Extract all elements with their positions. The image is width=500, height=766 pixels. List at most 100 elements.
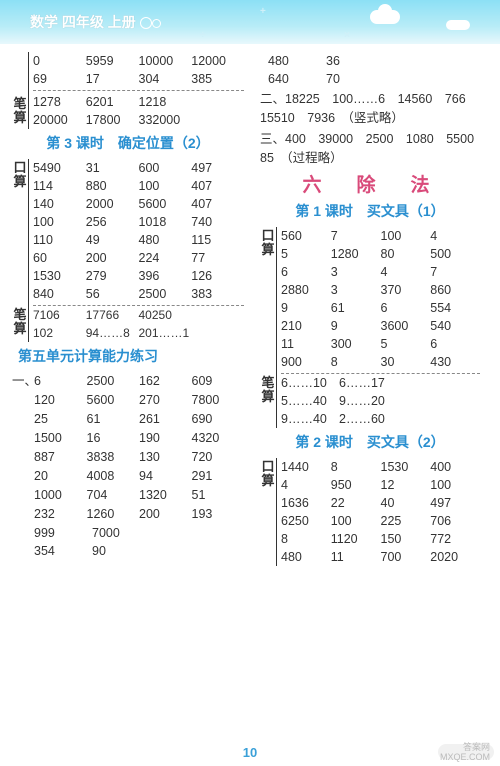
lesson2r-block: 口 算 144081530400495012100163622404976250… [260,458,480,566]
right-line-three: 三、400 39000 2500 1080 5500 85 （过程略） [260,130,480,168]
data-row: 549031600497 [33,159,244,177]
rings-icon [140,14,168,30]
cell: 193 [192,505,245,524]
cell: 49 [86,231,139,249]
data-row: 6020022477 [33,249,244,267]
cell: 12000 [191,52,244,70]
cell: 36 [326,52,480,70]
cell: 480 [268,52,326,70]
cell: 704 [87,486,140,505]
cell: 304 [139,70,192,88]
cell: 270 [139,391,192,410]
data-row: 9997000 [34,524,244,542]
cell: 100 [139,177,192,195]
cell: 1440 [281,458,331,476]
page-header: 数学 四年级 上册 + ÷ × [0,0,500,44]
cell: 22 [331,494,381,512]
cell [191,324,244,342]
cell: 100 [331,512,381,530]
cell: 8 [331,458,381,476]
cell: 31 [86,159,139,177]
cell: 6201 [86,93,139,111]
cell: 4 [281,476,331,494]
row-label [12,467,34,486]
row-label [12,486,34,505]
cell: 12 [381,476,431,494]
unit6-title: 六 除 法 [260,170,480,197]
cell: 140 [33,195,86,213]
cell: 40250 [139,306,192,324]
data-row: 5128080500 [281,245,480,263]
row-label [12,505,34,524]
block-top-left: 笔 算 0595910000120006917304385 1278620112… [12,52,244,129]
cell: 17 [86,70,139,88]
bisuan-label: 笔 算 [12,52,28,129]
cell: 400 [430,458,480,476]
cloud-icon [446,20,470,30]
cell: 5490 [33,159,86,177]
cell: 430 [430,353,480,371]
data-row: 11049480115 [33,231,244,249]
cell: 56 [86,285,139,303]
data-row: 1002561018740 [33,213,244,231]
row-label [12,391,34,410]
cell: 100 [33,213,86,231]
cell: 480 [139,231,192,249]
cell: 279 [86,267,139,285]
cell: 17800 [86,111,139,129]
cell: 2500 [87,372,140,391]
cell: 480 [281,548,331,566]
data-row: 12056002707800 [12,391,244,410]
cell: 740 [191,213,244,231]
cell: 30 [381,353,431,371]
cell: 860 [430,281,480,299]
data-row: 48036 [268,52,480,70]
data-row: 495012100 [281,476,480,494]
cell: 3 [331,263,381,281]
cell: 11 [281,335,331,353]
cell [191,306,244,324]
divider [33,90,244,91]
lesson2r-title: 第 2 课时 买文具（2） [260,432,480,452]
cell: 115 [191,231,244,249]
cell: 20000 [33,111,86,129]
cell: 77 [191,249,244,267]
cell: 9……40 [281,410,339,428]
cell: 25 [34,410,87,429]
cell: 7 [331,227,381,245]
data-row: 71061776640250 [33,306,244,324]
cell: 7000 [92,524,244,542]
cell: 190 [139,429,192,448]
header-title: 数学 四年级 上册 [30,12,136,32]
cell: 1120 [331,530,381,548]
cell: 80 [381,245,431,263]
data-row: 900830430 [281,353,480,371]
cell: 407 [191,177,244,195]
data-row: 6347 [281,263,480,281]
kousuan-label: 口 算 [260,227,276,376]
cell: 772 [430,530,480,548]
cell: 61 [331,299,381,317]
data-row: 81120150772 [281,530,480,548]
cell: 640 [268,70,326,88]
cell: 291 [192,467,245,486]
cell: 102 [33,324,86,342]
kousuan-label: 口 算 [260,458,276,566]
page-number: 10 [0,745,500,760]
right-line-two: 二、18225 100……6 14560 766 15510 7936 （竖式略… [260,90,480,128]
plus-icon: ÷ [200,30,206,41]
cell: 16 [87,429,140,448]
data-row: 6917304385 [33,70,244,88]
cell: 6……17 [339,374,480,392]
cell: 3838 [87,448,140,467]
cell: 1530 [33,267,86,285]
data-row: 28803370860 [281,281,480,299]
cell: 887 [34,448,87,467]
data-row: 127862011218 [33,93,244,111]
cell: 224 [139,249,192,267]
cell: 1500 [34,429,87,448]
data-row: 1130056 [281,335,480,353]
cell: 5……40 [281,392,339,410]
cell: 6 [281,263,331,281]
cell: 840 [33,285,86,303]
